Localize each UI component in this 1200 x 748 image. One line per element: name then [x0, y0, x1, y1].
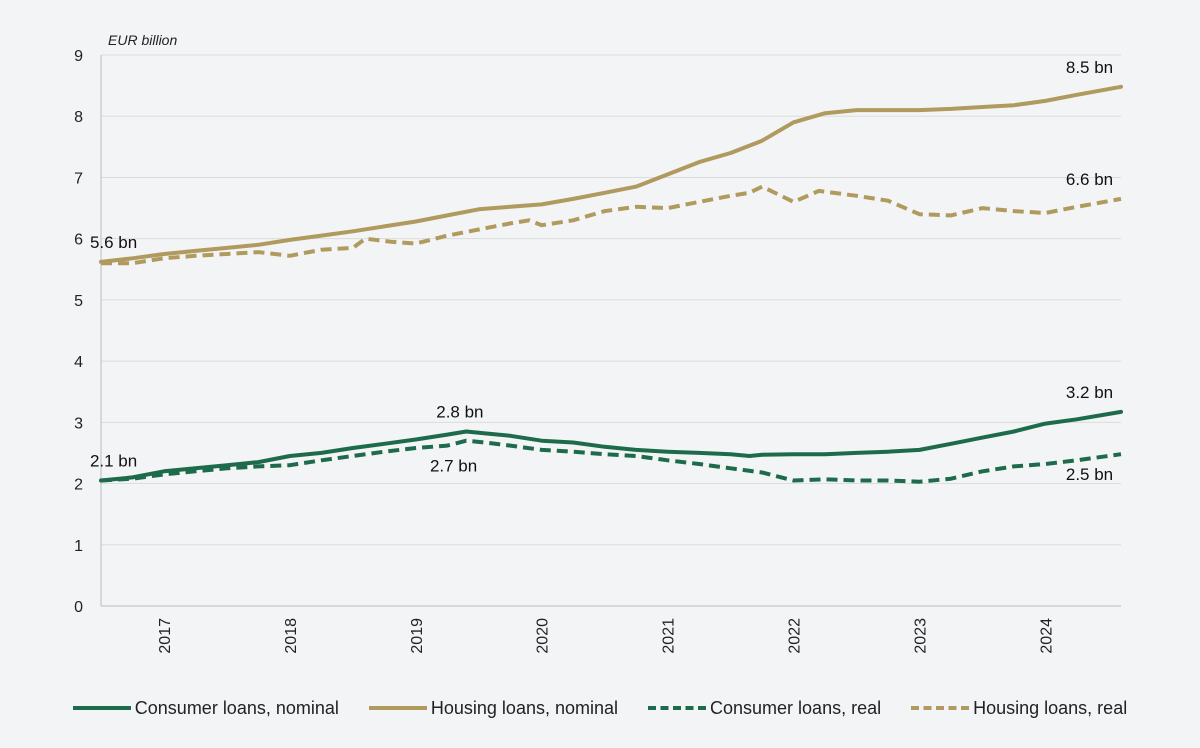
- legend-item-consumer-real: Consumer loans, real: [648, 698, 881, 719]
- series-line-0: [99, 409, 1123, 483]
- y-gridlines: [100, 54, 1121, 607]
- legend-item-consumer-nominal: Consumer loans, nominal: [72, 697, 339, 719]
- y-unit-label: EUR billion: [108, 32, 177, 48]
- y-tick-0: 0: [74, 599, 83, 616]
- y-tick-7: 7: [74, 170, 83, 187]
- data-label-6: 3.2 bn: [1066, 383, 1113, 402]
- data-label-0: 5.6 bn: [90, 233, 137, 252]
- x-tick-2024: 2024: [1038, 618, 1055, 654]
- legend-item-housing-nominal: Housing loans, nominal: [368, 697, 619, 719]
- data-label-4: 2.8 bn: [436, 403, 483, 422]
- legend: Consumer loans, nominal Housing loans, n…: [0, 694, 1200, 722]
- x-tick-2017: 2017: [157, 618, 174, 654]
- legend-swatch-housing-nominal: [368, 706, 427, 710]
- y-tick-labels: 0 1 2 3 4 5 6 7 8 9: [74, 48, 83, 616]
- x-tick-2023: 2023: [913, 618, 930, 654]
- y-tick-6: 6: [74, 232, 83, 249]
- y-tick-4: 4: [74, 354, 83, 371]
- legend-swatch-consumer-real: [648, 706, 707, 710]
- y-tick-1: 1: [74, 538, 83, 555]
- x-tick-2020: 2020: [535, 618, 552, 654]
- x-tick-2021: 2021: [661, 618, 678, 654]
- legend-label-consumer-real: Consumer loans, real: [710, 697, 882, 718]
- legend-swatch-housing-real: [911, 706, 970, 710]
- x-tick-2019: 2019: [409, 618, 426, 654]
- data-label-1: 8.5 bn: [1066, 58, 1113, 77]
- series-line-3: [101, 184, 1122, 266]
- x-tick-labels: 2017 2018 2019 2020 2021 2022 2023 2024: [157, 618, 1055, 654]
- legend-swatch-consumer-nominal: [72, 706, 131, 710]
- series-line-2: [100, 438, 1122, 484]
- x-tick-2022: 2022: [787, 618, 804, 654]
- y-tick-8: 8: [74, 109, 83, 126]
- data-label-2: 6.6 bn: [1066, 170, 1113, 189]
- legend-label-housing-nominal: Housing loans, nominal: [430, 697, 619, 718]
- y-tick-9: 9: [74, 48, 83, 65]
- y-tick-3: 3: [74, 415, 83, 432]
- x-tick-2018: 2018: [283, 618, 300, 654]
- y-tick-5: 5: [74, 293, 83, 310]
- series-line-1: [99, 84, 1123, 264]
- legend-label-consumer-nominal: Consumer loans, nominal: [134, 697, 339, 718]
- data-label-7: 2.5 bn: [1066, 465, 1113, 484]
- legend-item-housing-real: Housing loans, real: [911, 698, 1127, 719]
- series-lines: [99, 84, 1123, 484]
- data-label-3: 2.1 bn: [90, 451, 137, 470]
- data-annotations: 5.6 bn 8.5 bn 6.6 bn 2.1 bn 2.8 bn 2.7 bn 3.2 …: [90, 58, 1113, 484]
- legend-label-housing-real: Housing loans, real: [973, 697, 1128, 718]
- y-tick-2: 2: [74, 477, 83, 494]
- data-label-5: 2.7 bn: [430, 457, 477, 476]
